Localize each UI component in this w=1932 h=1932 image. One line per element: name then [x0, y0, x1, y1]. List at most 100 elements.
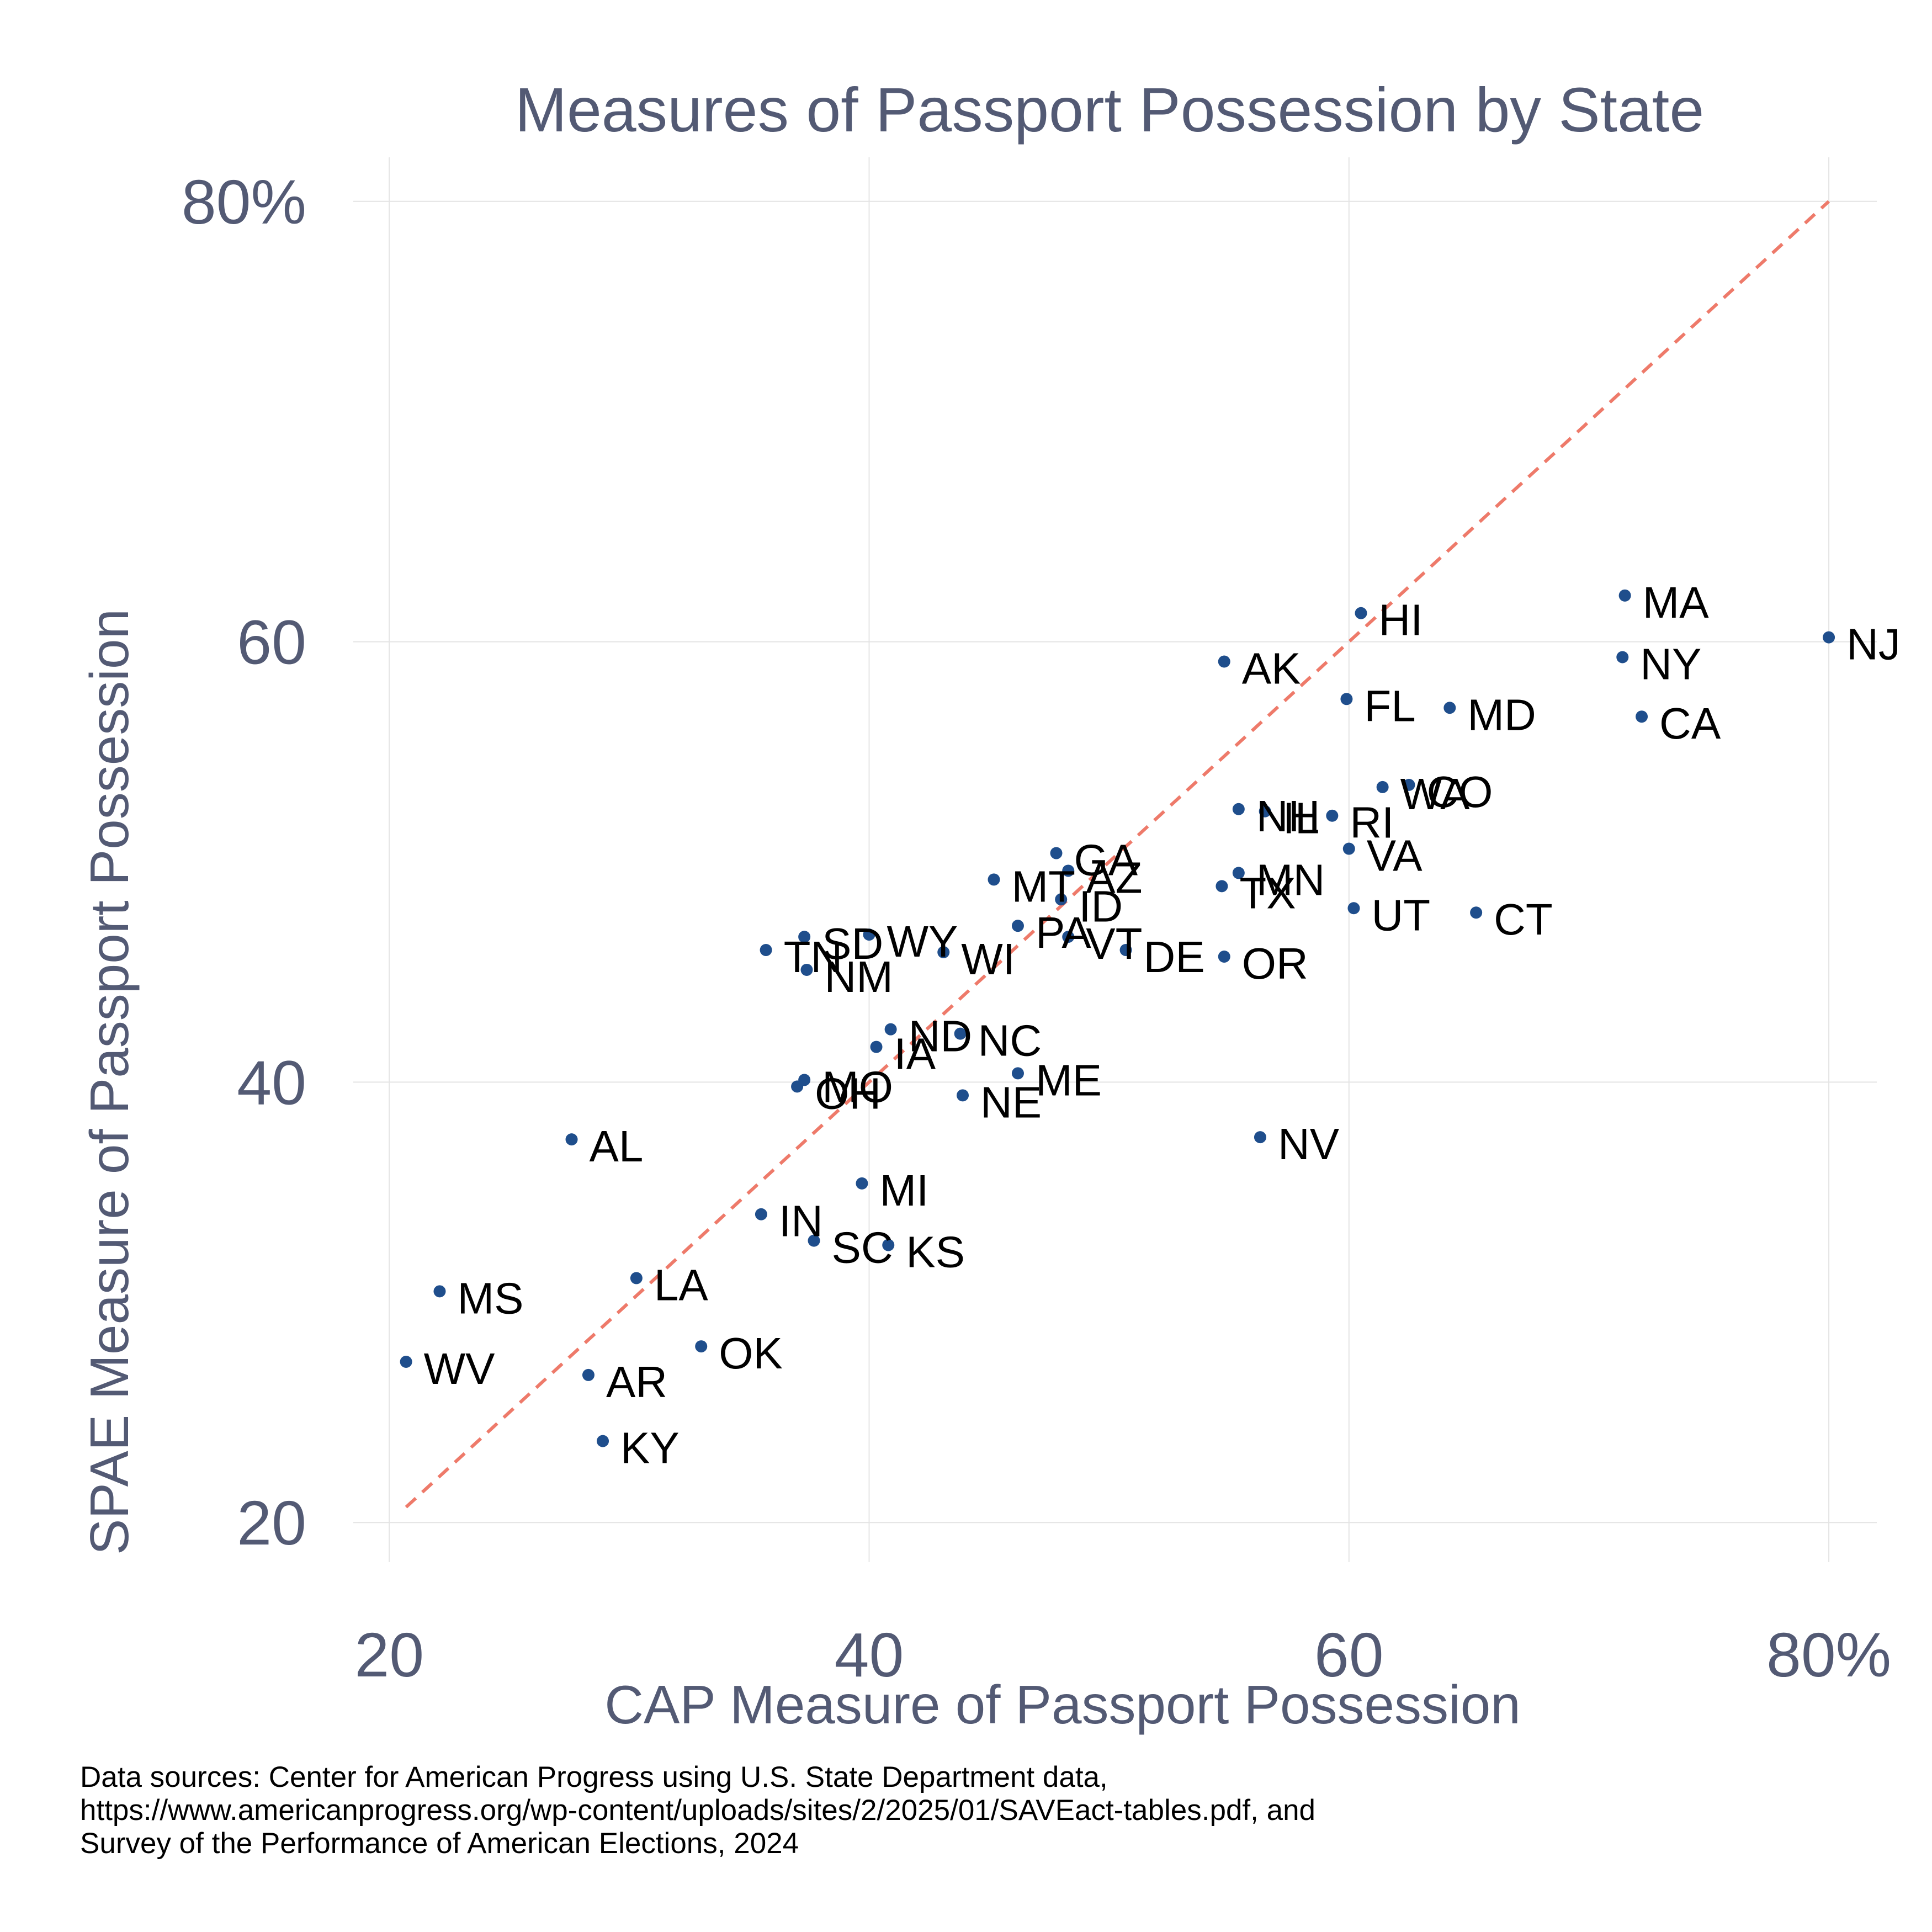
point-fl — [1340, 693, 1353, 705]
point-label-me: ME — [1036, 1055, 1102, 1105]
point-tx — [1216, 880, 1228, 893]
point-nv — [1254, 1131, 1266, 1144]
point-label-vt: VT — [1086, 919, 1142, 968]
point-in — [755, 1208, 767, 1220]
point-mn — [1232, 867, 1245, 879]
reference-line — [405, 200, 1830, 1509]
point-ca — [1636, 710, 1648, 723]
point-ma — [1618, 589, 1631, 602]
y-tick-label: 40 — [237, 1048, 306, 1117]
point-label-or: OR — [1242, 939, 1308, 988]
source-note: Data sources: Center for American Progre… — [80, 1761, 1846, 1860]
point-label-ma: MA — [1643, 578, 1710, 627]
point-label-mi: MI — [879, 1166, 928, 1215]
point-id — [1055, 893, 1068, 906]
point-de — [1119, 944, 1132, 957]
point-label-la: LA — [654, 1260, 708, 1309]
point-ny — [1616, 651, 1629, 664]
point-ky — [597, 1435, 609, 1447]
point-label-md: MD — [1467, 690, 1536, 739]
point-sd — [798, 931, 811, 943]
point-az — [1062, 864, 1075, 877]
point-la — [630, 1272, 643, 1285]
point-nj — [1823, 631, 1835, 644]
point-hi — [1355, 607, 1367, 619]
x-tick-label: 20 — [354, 1620, 424, 1690]
point-oh — [791, 1080, 804, 1093]
point-label-fl: FL — [1364, 681, 1415, 730]
point-label-oh: OH — [815, 1069, 881, 1118]
point-label-ut: UT — [1371, 890, 1430, 940]
y-axis-ticks: 20 40 60 80% — [182, 167, 306, 1558]
point-tn — [760, 944, 772, 957]
point-label-id: ID — [1079, 882, 1123, 931]
point-md — [1443, 702, 1456, 714]
point-ok — [695, 1340, 708, 1353]
point-me — [1011, 1067, 1024, 1080]
point-label-nm: NM — [824, 952, 893, 1001]
point-nd — [884, 1023, 897, 1036]
grid — [353, 157, 1877, 1562]
point-label-wv: WV — [424, 1344, 496, 1393]
point-label-wi: WI — [961, 935, 1015, 984]
x-tick-label: 60 — [1314, 1620, 1384, 1690]
point-label-al: AL — [590, 1122, 644, 1171]
point-label-nj: NJ — [1846, 620, 1901, 669]
point-label-ne: NE — [980, 1078, 1042, 1127]
point-label-ga: GA — [1074, 836, 1138, 885]
point-va — [1342, 842, 1355, 855]
point-label-de: DE — [1144, 932, 1205, 981]
point-il — [1259, 805, 1271, 818]
point-label-nh: NH — [1256, 792, 1320, 841]
point-label-ar: AR — [606, 1357, 667, 1406]
x-axis-title: CAP Measure of Passport Possession — [604, 1674, 1521, 1735]
point-or — [1218, 951, 1230, 963]
point-label-va: VA — [1367, 831, 1423, 880]
point-ne — [957, 1089, 969, 1102]
point-ct — [1470, 906, 1483, 919]
point-label-wa: WA — [1400, 769, 1471, 819]
point-co — [1403, 778, 1415, 791]
point-label-ky: KY — [620, 1424, 680, 1473]
point-label-ca: CA — [1659, 699, 1721, 748]
y-tick-label: 80% — [182, 167, 306, 237]
point-label-pa: PA — [1036, 908, 1091, 957]
x-tick-label: 80% — [1766, 1620, 1891, 1690]
point-mt — [988, 873, 1000, 886]
point-label-ak: AK — [1242, 644, 1301, 693]
point-mi — [856, 1177, 868, 1190]
point-label-ks: KS — [906, 1228, 965, 1277]
point-wy — [863, 928, 875, 941]
point-wv — [400, 1355, 412, 1368]
point-nh — [1232, 803, 1245, 815]
point-ar — [582, 1368, 595, 1381]
point-label-nc: NC — [978, 1016, 1042, 1065]
point-vt — [1062, 931, 1075, 943]
point-label-in: IN — [779, 1197, 823, 1246]
point-label-wy: WY — [887, 917, 958, 966]
point-ak — [1218, 655, 1230, 668]
point-label-ms: MS — [457, 1273, 523, 1323]
point-label-ok: OK — [719, 1329, 783, 1378]
point-wi — [937, 946, 950, 959]
point-sc — [808, 1234, 820, 1247]
point-nc — [954, 1027, 967, 1040]
point-label-mo: MO — [822, 1062, 893, 1111]
source-line: Survey of the Performance of American El… — [80, 1827, 799, 1860]
point-label-ri: RI — [1350, 798, 1394, 847]
point-ut — [1347, 902, 1360, 915]
x-axis-ticks: 20 40 60 80% — [354, 1620, 1891, 1690]
point-ms — [433, 1285, 446, 1298]
point-label-ct: CT — [1494, 895, 1553, 944]
x-tick-label: 40 — [835, 1620, 904, 1690]
point-label-sc: SC — [832, 1223, 893, 1272]
y-tick-label: 20 — [237, 1488, 306, 1558]
source-line: Data sources: Center for American Progre… — [80, 1761, 1108, 1793]
point-ga — [1050, 847, 1063, 859]
point-label-mt: MT — [1012, 862, 1076, 911]
point-label-sd: SD — [822, 919, 883, 968]
point-ri — [1326, 809, 1339, 822]
chart-title: Measures of Passport Possession by State — [515, 75, 1704, 145]
